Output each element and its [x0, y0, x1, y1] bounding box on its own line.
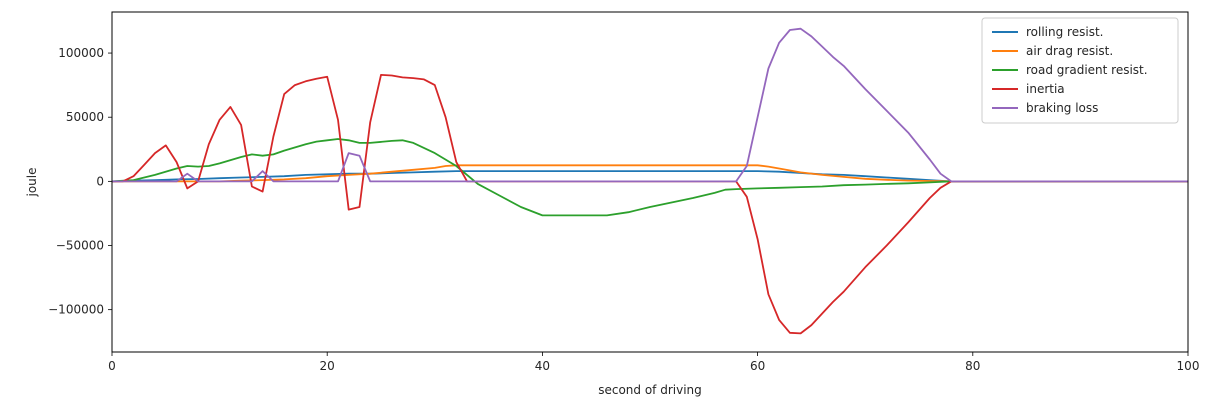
series-line-rolling-resist	[111, 170, 1188, 183]
legend-label: road gradient resist.	[1026, 63, 1148, 77]
series-layer	[111, 27, 1188, 335]
x-axis-label: second of driving	[598, 383, 702, 397]
series-line-braking-loss	[112, 27, 1188, 183]
legend-label: inertia	[1026, 82, 1065, 96]
y-axis-label: joule	[25, 168, 39, 198]
x-tick-label: 60	[750, 359, 765, 373]
y-tick-label: 50000	[66, 110, 104, 124]
x-tick-label: 100	[1177, 359, 1200, 373]
series-line-air-drag-resist	[112, 164, 1188, 183]
legend-label: rolling resist.	[1026, 25, 1103, 39]
x-tick-label: 40	[535, 359, 550, 373]
plot-frame	[111, 11, 1189, 353]
series-line-inertia	[112, 74, 1188, 335]
ticks-layer: 0 20 40 60 80 100 −100000 −50000 0 50000 100000	[48, 46, 1199, 373]
legend-label: air drag resist.	[1026, 44, 1113, 58]
x-tick-label: 20	[320, 359, 335, 373]
x-tick-label: 80	[965, 359, 980, 373]
y-tick-label: −100000	[48, 303, 104, 317]
legend: rolling resist. air drag resist. road grad…	[981, 17, 1179, 124]
y-tick-label: 0	[96, 174, 104, 188]
legend-box	[981, 17, 1179, 124]
x-tick-label: 0	[108, 359, 116, 373]
legend-label: braking loss	[1026, 101, 1098, 115]
y-tick-label: −50000	[56, 239, 104, 253]
y-tick-label: 100000	[58, 46, 104, 60]
series-line-road-gradient-resist	[111, 138, 1188, 217]
